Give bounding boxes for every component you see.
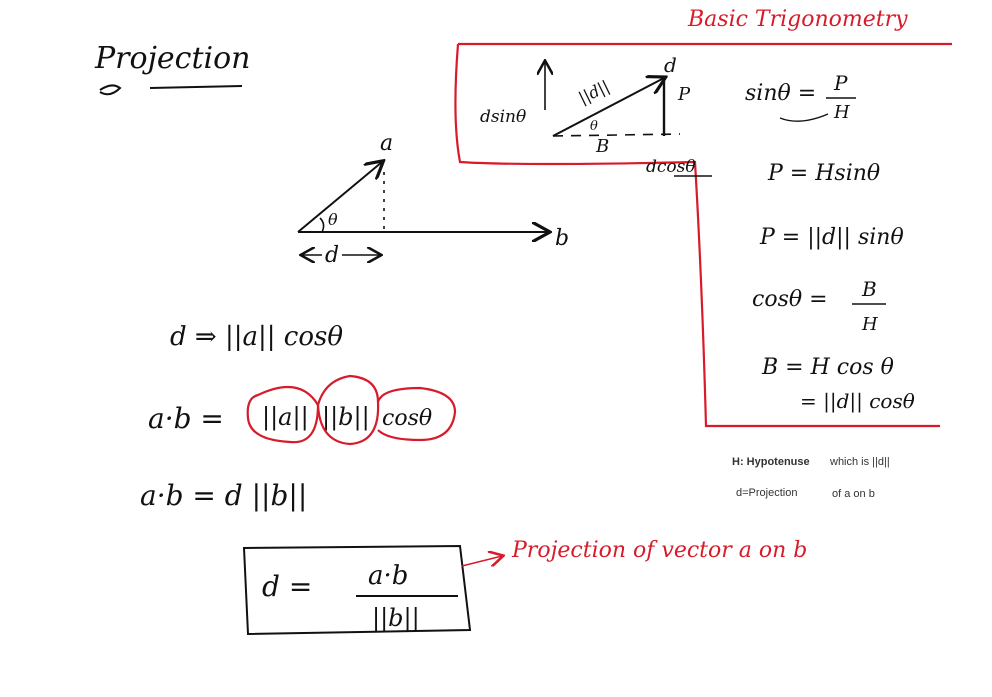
label-d-small: d: [664, 53, 677, 77]
boxed-denominator: ||b||: [372, 604, 420, 633]
label-p: P: [677, 84, 691, 105]
section-title: Basic Trigonometry: [687, 7, 908, 32]
label-b-small: B: [595, 136, 609, 157]
label-b: b: [555, 226, 569, 251]
note-projection-left: d=Projection: [736, 487, 798, 499]
projection-note: Projection of vector a on b: [511, 538, 807, 563]
label-theta-small: θ: [590, 119, 598, 134]
projection-diagram: a b θ d: [297, 131, 569, 268]
circle-term1: [246, 385, 320, 444]
label-d: d: [325, 243, 339, 268]
hypotenuse-arrow: [552, 78, 664, 137]
trig-diagram: dsinθ ||d|| d P θ B dcosθ: [480, 53, 712, 177]
b-eq1: B = H cos θ: [761, 355, 894, 380]
b-eq2: = ||d|| cosθ: [800, 389, 915, 414]
projection-note-arrow: [461, 556, 502, 566]
boxed-numerator: a·b: [368, 561, 408, 591]
note-projection-right: of a on b: [832, 488, 875, 500]
label-norm-d: ||d||: [575, 77, 612, 108]
sin-lhs: sinθ =: [745, 81, 816, 106]
cos-num: B: [861, 277, 877, 301]
label-dcos: dcosθ: [646, 157, 696, 177]
formula-box: [242, 544, 472, 636]
eq-dot-term2: ||b||: [322, 403, 370, 432]
circle-term3: [376, 386, 457, 442]
page-title: Projection: [94, 41, 250, 76]
p-eq1: P = Hsinθ: [767, 161, 880, 186]
eq-dot-lhs: a·b =: [148, 402, 224, 435]
eq-dot-d: a·b = d ||b||: [140, 479, 307, 512]
vector-a-arrow: [297, 162, 382, 233]
title-underline: [99, 84, 243, 96]
sin-den: H: [833, 102, 850, 123]
label-theta: θ: [328, 210, 338, 229]
theta-arc: [319, 217, 325, 233]
eq-dot-term3: cosθ: [382, 406, 432, 431]
eq-dot-term1: ||a||: [262, 403, 309, 432]
sin-num: P: [833, 71, 848, 95]
cos-lhs: cosθ =: [752, 287, 828, 312]
p-eq2: P = ||d|| sinθ: [759, 225, 904, 250]
label-dsin: dsinθ: [480, 107, 526, 127]
note-hypotenuse-right: which is ||d||: [830, 456, 890, 468]
label-a: a: [380, 131, 393, 156]
boxed-lhs: d =: [262, 570, 312, 603]
eq-d-def: d ⇒ ||a|| cosθ: [170, 322, 343, 352]
cos-den: H: [861, 314, 878, 335]
sin-swoosh: [779, 113, 829, 122]
note-hypotenuse-left: H: Hypotenuse: [732, 456, 810, 468]
trig-region-outline: [454, 42, 952, 428]
adjacent-dashed: [552, 133, 681, 137]
